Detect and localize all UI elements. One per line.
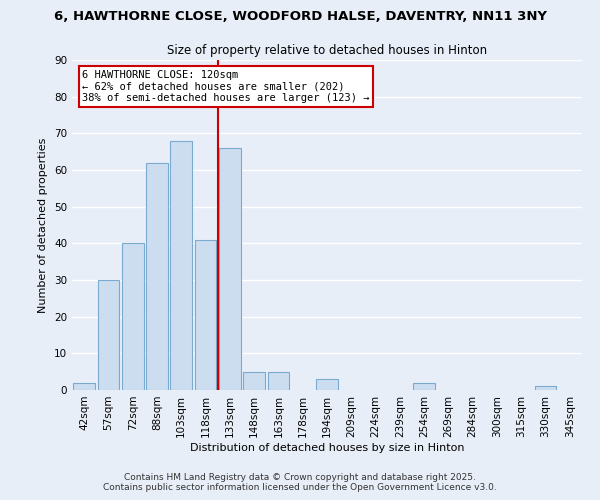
Bar <box>122 244 143 390</box>
Bar <box>97 280 119 390</box>
Bar <box>316 379 338 390</box>
Bar <box>243 372 265 390</box>
Title: Size of property relative to detached houses in Hinton: Size of property relative to detached ho… <box>167 44 487 58</box>
Text: Contains HM Land Registry data © Crown copyright and database right 2025.
Contai: Contains HM Land Registry data © Crown c… <box>103 473 497 492</box>
Bar <box>219 148 241 390</box>
Bar <box>146 162 168 390</box>
Text: 6, HAWTHORNE CLOSE, WOODFORD HALSE, DAVENTRY, NN11 3NY: 6, HAWTHORNE CLOSE, WOODFORD HALSE, DAVE… <box>53 10 547 23</box>
Bar <box>73 382 95 390</box>
Text: 6 HAWTHORNE CLOSE: 120sqm
← 62% of detached houses are smaller (202)
38% of semi: 6 HAWTHORNE CLOSE: 120sqm ← 62% of detac… <box>82 70 370 103</box>
Bar <box>194 240 217 390</box>
Bar <box>170 140 192 390</box>
Y-axis label: Number of detached properties: Number of detached properties <box>38 138 49 312</box>
X-axis label: Distribution of detached houses by size in Hinton: Distribution of detached houses by size … <box>190 442 464 452</box>
Bar <box>413 382 435 390</box>
Bar <box>535 386 556 390</box>
Bar <box>268 372 289 390</box>
